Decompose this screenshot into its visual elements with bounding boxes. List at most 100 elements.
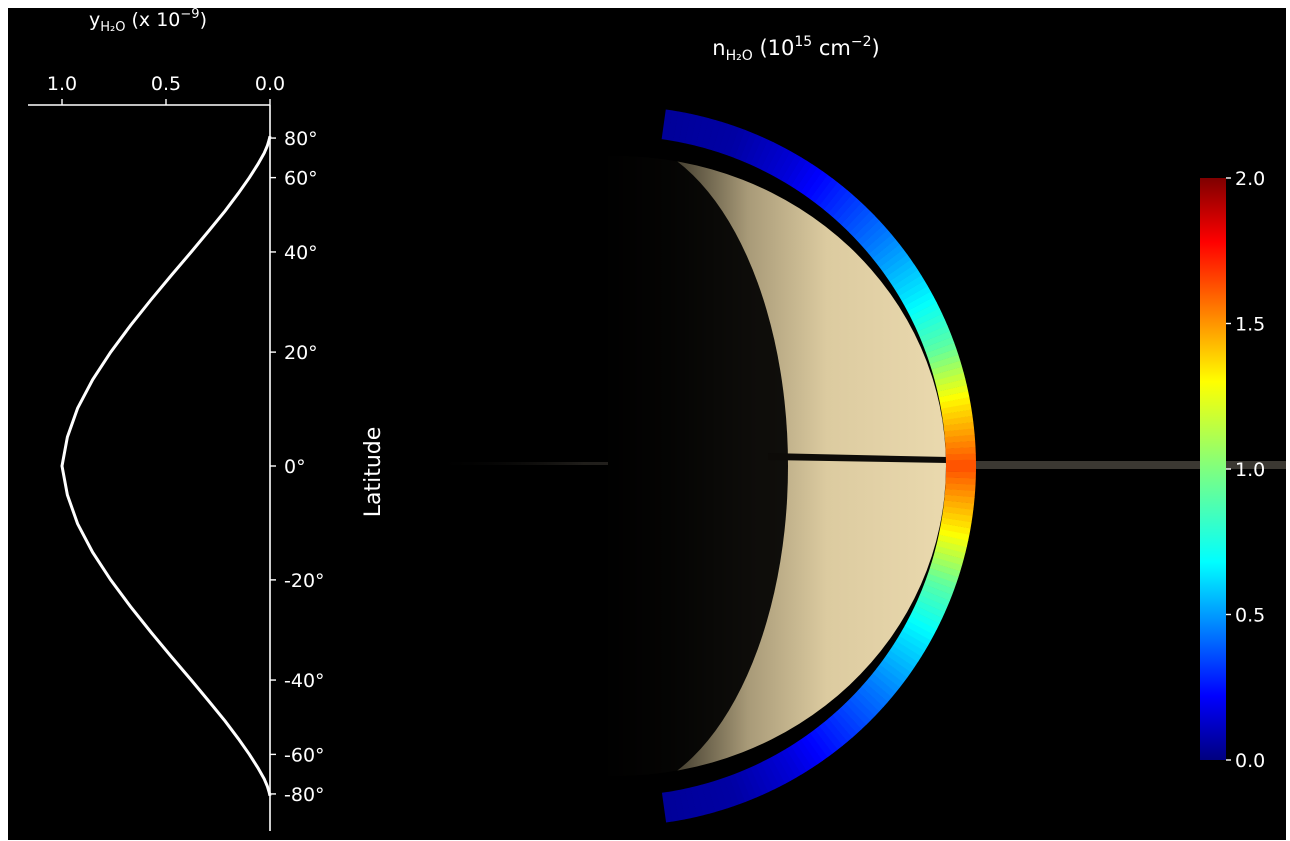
arc-segment <box>673 789 685 821</box>
arc-segment <box>661 109 673 141</box>
arc-segment <box>876 664 904 688</box>
colorbar-gradient <box>1200 178 1226 760</box>
arc-segment <box>667 790 679 822</box>
arc-segment <box>809 729 833 758</box>
arc-segment <box>882 254 911 277</box>
arc-segment <box>872 668 900 693</box>
arc-segment <box>933 366 964 381</box>
arc-segment <box>921 330 953 348</box>
arc-segment <box>857 686 884 712</box>
y-tick-label: 40° <box>284 242 318 264</box>
arc-segment <box>915 599 945 619</box>
column-density-title: nH₂O (1015 cm−2) <box>712 34 879 64</box>
ring-plane-right <box>968 461 1286 469</box>
arc-segment <box>937 384 969 398</box>
arc-segment <box>945 446 976 455</box>
title-rest: (10 <box>753 36 795 60</box>
arc-segment <box>790 160 813 190</box>
arc-segment <box>926 573 957 590</box>
y-tick-label: -60° <box>284 744 325 766</box>
arc-segment <box>879 659 908 683</box>
arc-segment <box>712 121 728 153</box>
arc-segment <box>895 274 925 297</box>
x-axis-title-exponent: −9 <box>180 8 199 22</box>
arc-segment <box>734 771 752 803</box>
arc-segment <box>945 477 976 485</box>
arc-segment <box>936 539 967 554</box>
arc-segment <box>939 397 971 409</box>
arc-segment <box>701 783 716 814</box>
saturn-dark-limb <box>608 136 788 788</box>
arc-segment <box>684 113 697 145</box>
title-base: n <box>712 36 725 60</box>
title-close: ) <box>872 36 880 60</box>
arc-segment <box>690 786 704 817</box>
arc-segment <box>929 562 961 578</box>
arc-segment <box>827 190 853 217</box>
y-tick-label: 60° <box>284 168 318 190</box>
arc-segment <box>678 112 691 144</box>
arc-segment <box>836 707 862 734</box>
arc-segment <box>695 116 710 148</box>
arc-segment <box>914 313 945 332</box>
arc-segment <box>934 372 966 387</box>
arc-segment <box>790 742 813 772</box>
arc-segment <box>892 640 922 663</box>
arc-segment <box>739 769 757 800</box>
mixing-ratio-profile-line <box>60 135 272 797</box>
arc-segment <box>882 655 912 678</box>
arc-segment <box>865 677 892 703</box>
arc-segment <box>723 776 740 807</box>
arc-segment <box>936 378 967 392</box>
arc-segment <box>909 302 940 322</box>
x-tick-label: 1.0 <box>47 73 77 95</box>
arc-segment <box>912 307 943 327</box>
arc-segment <box>818 182 843 210</box>
column-density-panel: nH₂O (1015 cm−2) <box>428 34 1286 823</box>
figure-panel: 1.0 0.5 0.0 80° 60° 40° 20° 0° -20° -40° -60° -80°… <box>8 8 1286 840</box>
x-tick-label: 0.0 <box>255 73 285 95</box>
arc-segment <box>937 534 969 547</box>
arc-segment <box>931 360 963 376</box>
arc-segment <box>945 453 976 461</box>
arc-segment <box>889 645 919 668</box>
arc-segment <box>760 142 780 172</box>
figure-svg: 1.0 0.5 0.0 80° 60° 40° 20° 0° -20° -40° -60° -80°… <box>28 8 1286 831</box>
arc-segment <box>814 178 838 206</box>
arc-segment <box>933 551 964 566</box>
colorbar: 0.0 0.5 1.0 1.5 2.0 <box>1200 168 1265 772</box>
arc-segment <box>945 459 976 466</box>
arc-segment <box>723 125 740 156</box>
arc-segment <box>840 202 867 229</box>
arc-segment <box>895 635 925 657</box>
colorbar-tick-label: 2.0 <box>1235 168 1265 190</box>
x-axis-title-base: y <box>89 9 100 31</box>
saturn-background-image <box>428 136 1286 788</box>
arc-segment <box>945 465 976 473</box>
arc-segment <box>917 319 948 338</box>
arc-segment <box>823 186 848 214</box>
arc-segment <box>706 781 722 813</box>
arc-segment <box>795 163 818 193</box>
arc-segment <box>931 556 963 572</box>
arc-segment <box>912 605 943 624</box>
arc-segment <box>945 482 976 492</box>
arc-segment <box>781 748 802 778</box>
y-tick-label: -40° <box>284 670 325 692</box>
arc-segment <box>678 788 692 820</box>
arc-segment <box>853 215 880 241</box>
arc-segment <box>673 111 685 143</box>
arc-segment <box>785 745 808 775</box>
arc-segment <box>828 714 853 742</box>
arc-segment <box>875 244 904 268</box>
arc-segment <box>904 620 935 641</box>
colorbar-tick-label: 1.0 <box>1235 459 1265 481</box>
arc-segment <box>849 211 875 237</box>
arc-segment <box>780 154 802 184</box>
arc-segment <box>749 137 769 167</box>
arc-segment <box>942 415 974 426</box>
arc-segment <box>901 625 932 646</box>
arc-segment <box>809 174 833 203</box>
arc-segment <box>919 589 950 607</box>
